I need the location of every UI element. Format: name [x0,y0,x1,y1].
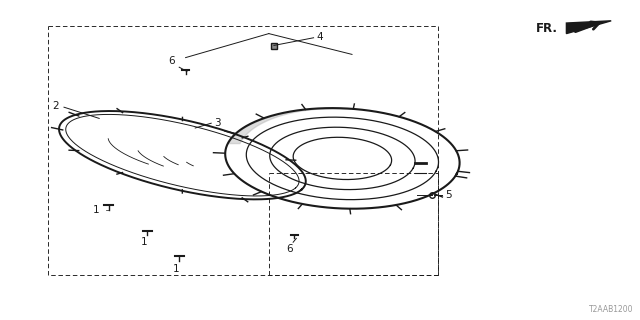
Text: 6: 6 [168,56,175,66]
Text: 3: 3 [214,117,221,128]
Text: 4: 4 [317,32,323,42]
Text: 1: 1 [141,237,147,247]
Text: T2AAB1200: T2AAB1200 [589,305,634,314]
Text: 6: 6 [286,244,292,254]
Text: 1: 1 [93,204,99,215]
Text: 2: 2 [52,101,59,111]
Text: 5: 5 [445,190,451,200]
Polygon shape [566,21,611,34]
Text: 1: 1 [173,264,179,274]
Text: FR.: FR. [536,22,558,35]
